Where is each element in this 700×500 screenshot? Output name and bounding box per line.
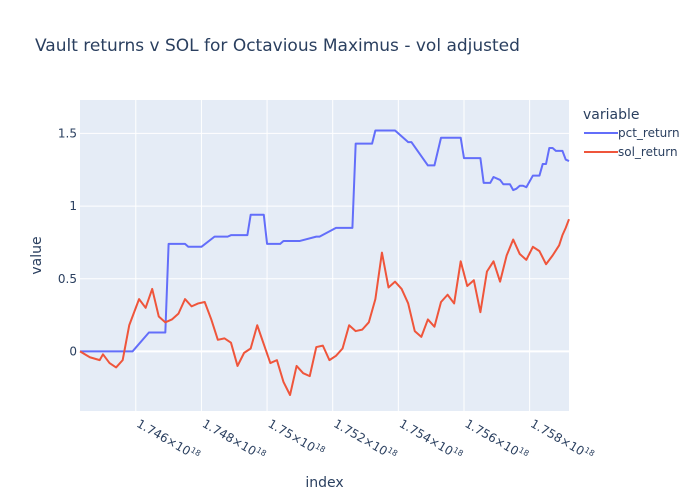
legend-label-pct_return: pct_return [618, 126, 680, 140]
x-tick-label-4: 1.754×1018 [397, 416, 465, 464]
legend: variable pct_return sol_return [583, 107, 680, 159]
grid [80, 100, 569, 411]
x-tick-label-2: 1.75×1018 [266, 416, 327, 460]
y-tick-label-0: 0 [69, 344, 77, 358]
y-tick-label-1: 0.5 [58, 272, 77, 286]
legend-title: variable [583, 107, 639, 123]
plot-area [80, 100, 569, 411]
y-axis-title: value [29, 236, 45, 274]
x-tick-label-3: 1.752×1018 [331, 416, 399, 464]
x-tick-label-5: 1.756×1018 [462, 416, 530, 464]
x-axis-title: index [305, 475, 343, 491]
x-tick-label-1: 1.748×1018 [200, 416, 268, 464]
series-line-pct_return [80, 129, 570, 353]
y-tick-label-2: 1 [69, 199, 77, 213]
legend-label-sol_return: sol_return [618, 145, 678, 159]
series-lines [79, 129, 570, 397]
x-tick-label-0: 1.746×1018 [134, 416, 202, 464]
x-tick-label-6: 1.758×1018 [528, 416, 596, 464]
y-tick-label-3: 1.5 [58, 126, 77, 140]
series-line-sol_return [79, 218, 570, 397]
y-tick-labels: 0 0.5 1 1.5 [58, 126, 77, 358]
chart-title: Vault returns v SOL for Octavious Maximu… [35, 36, 520, 56]
